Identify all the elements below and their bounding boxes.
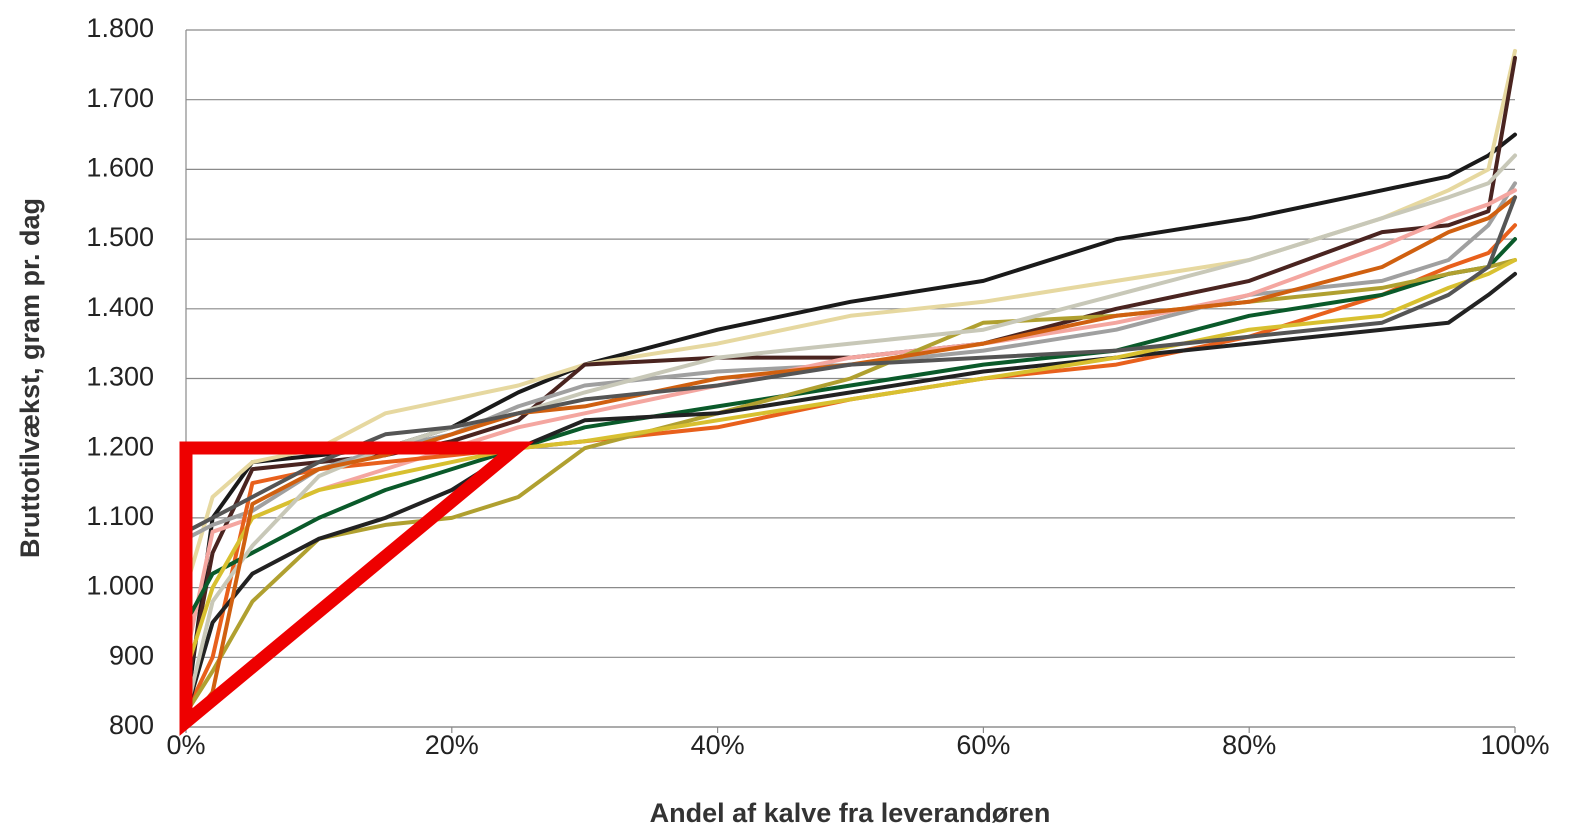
axes: 800 900 1.000 1.100 1.200 1.300 1.400 1.500 1.60… xyxy=(86,13,1549,760)
y-tick-label: 1.000 xyxy=(86,571,154,601)
series-line xyxy=(184,181,1517,541)
series-line xyxy=(184,195,1517,729)
lines xyxy=(184,48,1517,729)
y-tick-label: 1.200 xyxy=(86,431,154,461)
y-tick-label: 800 xyxy=(109,710,154,740)
x-tick-label: 60% xyxy=(956,730,1010,760)
highlight-triangle xyxy=(179,441,535,736)
y-tick-label: 1.100 xyxy=(86,501,154,531)
x-tick-label: 20% xyxy=(425,730,479,760)
y-tick-label: 1.800 xyxy=(86,13,154,43)
x-tick-label: 0% xyxy=(166,730,205,760)
x-tick-label: 40% xyxy=(691,730,745,760)
y-tick-label: 1.500 xyxy=(86,222,154,252)
y-tick-label: 1.700 xyxy=(86,83,154,113)
x-tick-label: 100% xyxy=(1480,730,1549,760)
series-line xyxy=(184,195,1517,534)
series-line xyxy=(184,237,1517,625)
y-tick-label: 1.300 xyxy=(86,362,154,392)
y-tick-label: 1.400 xyxy=(86,292,154,322)
series-line xyxy=(184,153,1517,716)
y-axis-title: Bruttotilvækst, gram pr. dag xyxy=(15,198,45,558)
y-tick-label: 1.600 xyxy=(86,153,154,183)
series-line xyxy=(184,132,1517,716)
x-tick-label: 80% xyxy=(1222,730,1276,760)
x-axis-title: Andel af kalve fra leverandøren xyxy=(650,798,1051,828)
y-tick-label: 900 xyxy=(109,640,154,670)
series-line xyxy=(184,55,1517,695)
series-line xyxy=(184,48,1517,590)
series-line xyxy=(184,258,1517,674)
series-line xyxy=(184,271,1517,716)
